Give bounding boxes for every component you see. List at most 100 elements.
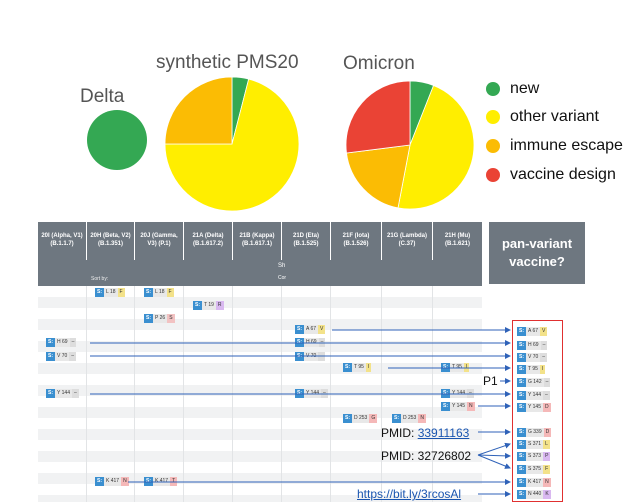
table-row bbox=[38, 319, 482, 330]
pie-slice-other-variant bbox=[164, 78, 300, 212]
mutation-tag[interactable]: S: D 253 G bbox=[343, 414, 378, 423]
pan-variant-mutation[interactable]: S: Y 145 D bbox=[517, 403, 551, 412]
table-row bbox=[38, 396, 482, 407]
pan-variant-header: pan-variant vaccine? bbox=[489, 222, 585, 284]
column-divider bbox=[330, 286, 331, 502]
pan-variant-mutation[interactable]: S: A 67 V bbox=[517, 327, 548, 336]
legend-label: immune escape bbox=[510, 137, 623, 154]
column-header-alpha[interactable]: 20I (Alpha, V1) (B.1.1.7) bbox=[38, 222, 86, 260]
column-header-kappa[interactable]: 21B (Kappa) (B.1.617.1) bbox=[233, 222, 281, 260]
mutation-tag[interactable]: S: Y 144– bbox=[441, 389, 474, 398]
pan-variant-mutation[interactable]: S: V 70– bbox=[517, 353, 548, 362]
mutation-tag[interactable]: S: P 26 S bbox=[144, 314, 175, 323]
mutation-tag[interactable]: S: Y 145 N bbox=[441, 402, 475, 411]
table-row bbox=[38, 308, 482, 319]
pie-slice-new bbox=[87, 110, 147, 170]
variant-table: 20I (Alpha, V1) (B.1.1.7) 20H (Beta, V2)… bbox=[38, 222, 482, 502]
pmid-label: PMID: bbox=[381, 426, 415, 440]
column-header-iota[interactable]: 21F (Iota) (B.1.526) bbox=[331, 222, 381, 260]
legend-dot bbox=[486, 139, 500, 153]
pie-charts bbox=[87, 76, 475, 212]
table-row bbox=[38, 473, 482, 484]
table-row bbox=[38, 451, 482, 462]
column-header-eta[interactable]: 21D (Eta) (B.1.525) bbox=[282, 222, 330, 260]
pie-title-pms20: synthetic PMS20 bbox=[156, 52, 299, 73]
column-divider bbox=[134, 286, 135, 502]
mapping-arrow bbox=[477, 454, 511, 469]
mutation-tag[interactable]: S: T 95 I bbox=[343, 363, 372, 372]
pie-slice-immune-escape bbox=[346, 144, 411, 209]
legend-label: new bbox=[510, 80, 540, 97]
mutation-tag[interactable]: S: Y 144– bbox=[46, 389, 79, 398]
column-header-delta[interactable]: 21A (Delta) (B.1.617.2) bbox=[184, 222, 232, 260]
table-row bbox=[38, 352, 482, 363]
table-row bbox=[38, 341, 482, 352]
table-header-fragment: Sh bbox=[278, 263, 286, 269]
legend-item-new: new bbox=[486, 80, 539, 98]
table-row bbox=[38, 363, 482, 374]
mutation-tag[interactable]: S: L 18 F bbox=[144, 288, 174, 297]
pie-slice-immune-escape bbox=[164, 76, 233, 145]
pie-title-delta: Delta bbox=[80, 86, 125, 107]
mapping-arrow bbox=[477, 442, 511, 456]
mutation-tag[interactable]: S: A 67 V bbox=[295, 325, 326, 334]
pan-variant-mutation[interactable]: S: K 417 N bbox=[517, 478, 551, 487]
table-row bbox=[38, 297, 482, 308]
table-row bbox=[38, 330, 482, 341]
mutation-tag[interactable]: S: T 95 I bbox=[441, 363, 470, 372]
pan-variant-mutation[interactable]: S: T 95 I bbox=[517, 365, 546, 374]
mutation-tag[interactable]: S: D 253 N bbox=[392, 414, 426, 423]
mutation-tag[interactable]: S: K 417 T bbox=[144, 477, 178, 486]
mutation-tag[interactable]: S: H 69– bbox=[295, 338, 326, 347]
pan-variant-mutation[interactable]: S: G 339 D bbox=[517, 428, 552, 437]
legend-dot bbox=[486, 82, 500, 96]
pan-variant-mutation[interactable]: S: N 440 K bbox=[517, 490, 551, 499]
table-subheader bbox=[38, 260, 482, 286]
legend-item-vaccine-design: vaccine design bbox=[486, 166, 616, 184]
mutation-tag[interactable]: S: T 19 R bbox=[193, 301, 224, 310]
column-divider bbox=[281, 286, 282, 502]
table-row bbox=[38, 407, 482, 418]
legend-item-other-variant: other variant bbox=[486, 108, 599, 126]
column-header-lambda[interactable]: 21G (Lambda) (C.37) bbox=[382, 222, 432, 260]
pan-variant-mutation[interactable]: S: S 375 F bbox=[517, 465, 551, 474]
pie-slice-vaccine-design bbox=[345, 80, 411, 154]
legend-dot bbox=[486, 110, 500, 124]
table-header-fragment-2: Cor bbox=[278, 275, 287, 281]
mutation-tag[interactable]: S: L 18 F bbox=[95, 288, 125, 297]
annotation-pmid-2: PMID: 32726802 bbox=[381, 449, 472, 463]
legend-item-immune-escape: immune escape bbox=[486, 137, 623, 155]
pie-slice-other-variant bbox=[397, 84, 475, 210]
mutation-tag[interactable]: S: V 70– bbox=[46, 352, 77, 361]
annotation-p1: P1 bbox=[483, 374, 498, 388]
pie-title-omicron: Omicron bbox=[343, 53, 415, 74]
mutation-tag[interactable]: S: K 417 N bbox=[95, 477, 129, 486]
column-divider bbox=[183, 286, 184, 502]
pmid-link[interactable]: 33911163 bbox=[417, 426, 470, 440]
table-row bbox=[38, 385, 482, 396]
legend-label: other variant bbox=[510, 108, 599, 125]
column-header-mu[interactable]: 21H (Mu) (B.1.621) bbox=[433, 222, 482, 260]
pan-variant-mutation[interactable]: S: S 371 L bbox=[517, 440, 550, 449]
pan-variant-mutation[interactable]: S: S 373 P bbox=[517, 452, 551, 461]
legend-dot bbox=[486, 168, 500, 182]
pan-variant-list: S: A 67 V S: H 69– S: V 70– S: T 95 I S: G 142– S: Y … bbox=[512, 320, 563, 502]
table-row bbox=[38, 429, 482, 440]
column-divider bbox=[86, 286, 87, 502]
mutation-tag[interactable]: S: H 69– bbox=[46, 338, 77, 347]
annotation-url-link[interactable]: https://bit.ly/3rcosAl bbox=[357, 487, 462, 501]
column-header-gamma[interactable]: 20J (Gamma, V3) (P.1) bbox=[135, 222, 183, 260]
pan-variant-mutation[interactable]: S: Y 144– bbox=[517, 391, 550, 400]
pan-variant-mutation[interactable]: S: H 69– bbox=[517, 341, 548, 350]
column-header-beta[interactable]: 20H (Beta, V2) (B.1.351) bbox=[87, 222, 134, 260]
pan-variant-mutation[interactable]: S: G 142– bbox=[517, 378, 551, 387]
column-divider bbox=[381, 286, 382, 502]
mapping-arrow bbox=[477, 452, 511, 459]
table-row bbox=[38, 495, 482, 502]
sort-by-label[interactable]: Sort by: bbox=[91, 276, 109, 282]
table-row bbox=[38, 374, 482, 385]
mutation-tag[interactable]: S: V 70– bbox=[295, 352, 326, 361]
mutation-tag[interactable]: S: Y 144– bbox=[295, 389, 328, 398]
column-divider bbox=[232, 286, 233, 502]
legend-label: vaccine design bbox=[510, 166, 616, 183]
